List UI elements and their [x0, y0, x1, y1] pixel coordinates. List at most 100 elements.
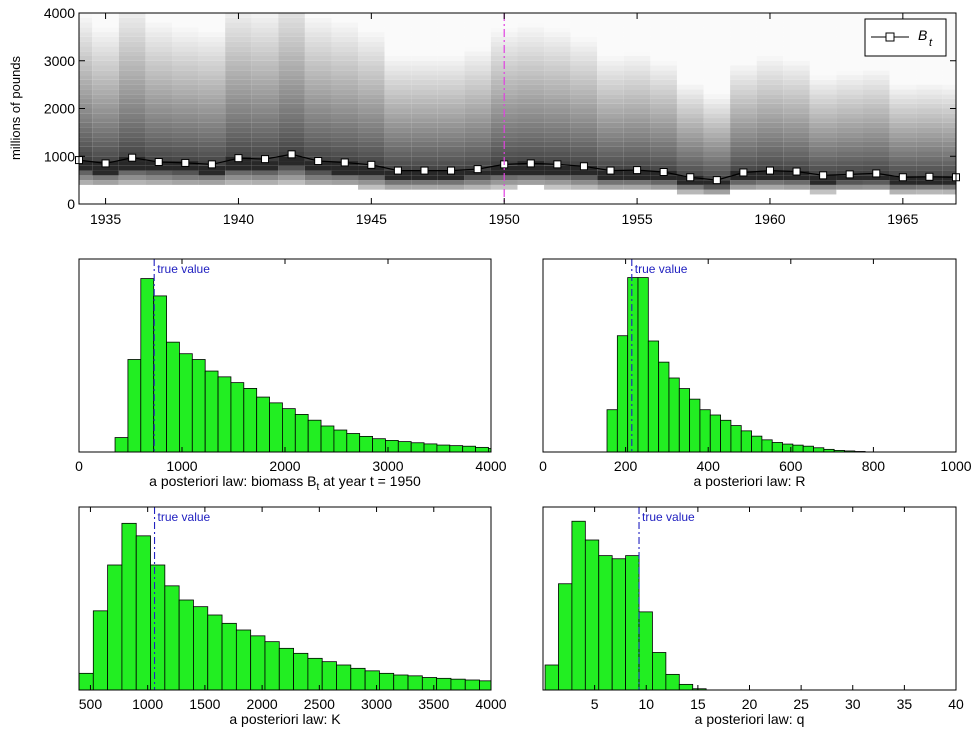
density-cell — [278, 122, 305, 128]
density-cell — [916, 70, 943, 76]
density-cell — [79, 137, 93, 142]
density-cell — [331, 22, 359, 28]
density-cell — [676, 103, 704, 109]
density-cell — [570, 94, 598, 99]
density-cell — [411, 137, 438, 142]
x-tick-label: 40 — [948, 696, 964, 712]
density-cell — [437, 70, 465, 76]
density-cell — [650, 161, 677, 166]
density-cell — [384, 41, 412, 47]
density-cell — [730, 94, 757, 99]
density-cell — [942, 132, 956, 138]
density-cell — [916, 184, 943, 190]
density-cell — [464, 113, 491, 119]
histogram-bar — [813, 447, 825, 453]
density-cell — [836, 41, 863, 47]
histogram-bar — [611, 558, 626, 691]
density-cell — [676, 60, 704, 66]
density-cell — [862, 118, 890, 123]
density-cell — [676, 36, 704, 42]
density-cell — [198, 151, 226, 157]
density-cell — [597, 22, 624, 28]
density-cell — [384, 17, 412, 23]
x-tick-label: 2000 — [247, 696, 278, 712]
y-tick-label: 2000 — [44, 101, 75, 117]
density-cell — [703, 184, 731, 190]
x-tick-label: 1000 — [940, 458, 971, 474]
density-cell — [783, 137, 810, 142]
density-cell — [517, 36, 545, 42]
density-cell — [278, 137, 305, 142]
density-cell — [251, 184, 279, 190]
density-cell — [490, 84, 518, 90]
density-cell — [358, 175, 385, 181]
x-tick-label: 400 — [697, 458, 721, 474]
density-cell — [198, 113, 226, 119]
density-cell — [783, 113, 810, 119]
density-cell — [703, 98, 731, 104]
density-cell — [384, 122, 412, 128]
density-cell — [517, 70, 545, 76]
density-cell — [889, 113, 917, 119]
density-cell — [730, 132, 757, 138]
density-cell — [331, 127, 359, 133]
density-cell — [145, 137, 173, 142]
density-cell — [650, 94, 677, 99]
density-cell — [411, 55, 438, 61]
density-cell — [836, 141, 863, 147]
density-cell — [597, 156, 624, 162]
density-cell — [597, 118, 624, 123]
density-cell — [942, 75, 956, 80]
density-cell — [79, 132, 93, 138]
density-cell — [145, 194, 173, 200]
density-cell — [836, 55, 863, 61]
density-cell — [384, 108, 412, 114]
density-cell — [862, 127, 890, 133]
density-cell — [889, 137, 917, 142]
density-cell — [278, 118, 305, 123]
x-tick-label: 15 — [690, 696, 706, 712]
data-point — [526, 159, 535, 168]
density-cell — [916, 113, 943, 119]
density-cell — [517, 137, 545, 142]
density-cell — [942, 51, 956, 56]
density-cell — [703, 137, 731, 142]
density-cell — [118, 165, 146, 171]
density-cell — [172, 13, 199, 18]
density-cell — [836, 161, 863, 166]
legend-marker — [885, 32, 895, 42]
density-cell — [650, 32, 677, 37]
density-cell — [304, 132, 332, 138]
density-cell — [118, 60, 146, 66]
density-cell — [597, 89, 624, 95]
x-tick-label: 25 — [793, 696, 809, 712]
density-cell — [836, 113, 863, 119]
density-cell — [517, 41, 545, 47]
density-cell — [809, 161, 837, 166]
density-cell — [145, 55, 173, 61]
density-cell — [783, 46, 810, 52]
density-cell — [278, 17, 305, 23]
density-cell — [437, 113, 465, 119]
density-cell — [464, 103, 491, 109]
density-cell — [331, 98, 359, 104]
density-cell — [145, 122, 173, 128]
density-cell — [384, 132, 412, 138]
density-cell — [79, 22, 93, 28]
density-cell — [809, 65, 837, 71]
density-cell — [145, 180, 173, 185]
density-cell — [464, 98, 491, 104]
density-cell — [92, 89, 119, 95]
density-cell — [650, 113, 677, 119]
density-cell — [650, 180, 677, 185]
density-cell — [756, 46, 784, 52]
data-point — [712, 176, 721, 185]
density-cell — [172, 103, 199, 109]
density-cell — [464, 94, 491, 99]
density-cell — [384, 103, 412, 109]
density-cell — [730, 79, 757, 85]
density-cell — [79, 151, 93, 157]
density-cell — [172, 70, 199, 76]
density-cell — [331, 41, 359, 47]
histogram-bar — [689, 398, 701, 453]
